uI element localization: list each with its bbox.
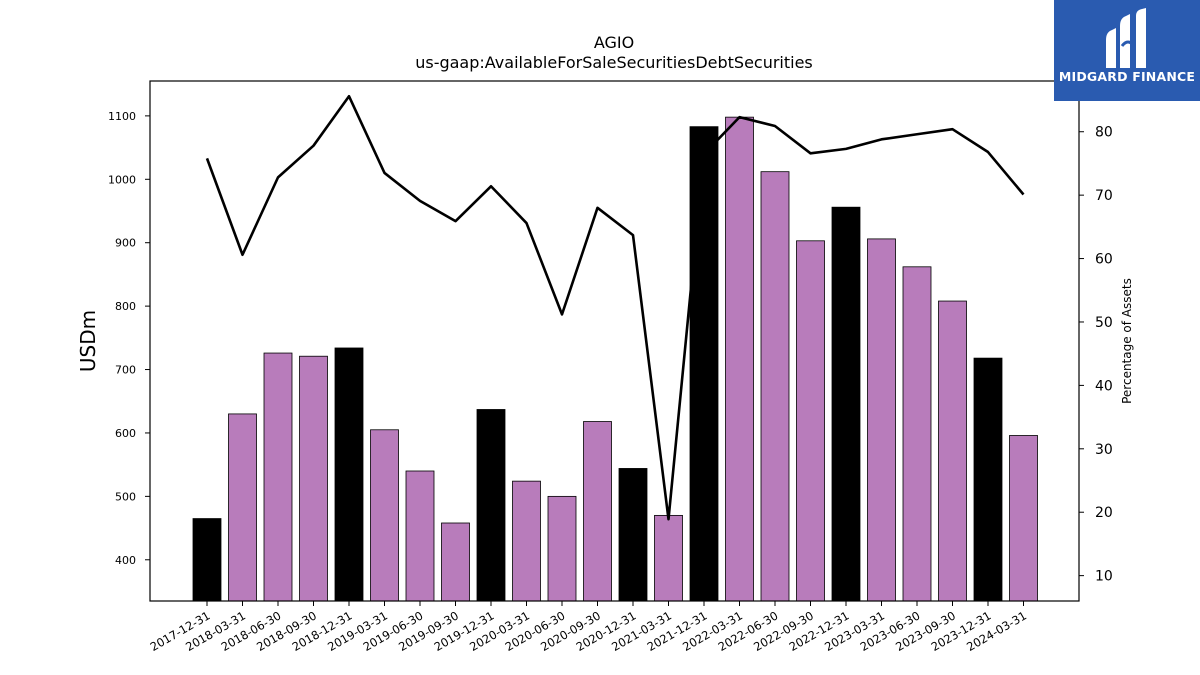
y-tick-label: 800 xyxy=(115,300,136,313)
y-axis-label: USDm xyxy=(76,310,100,372)
bar-2020-09-30 xyxy=(583,421,612,602)
y-tick-label: 400 xyxy=(115,554,136,567)
bar-2022-06-30 xyxy=(760,171,790,602)
logo-text: MIDGARD FINANCE xyxy=(1058,69,1196,84)
bar-2019-06-30 xyxy=(405,470,435,602)
bar-2022-09-30 xyxy=(796,240,825,602)
y-tick-label: 1100 xyxy=(108,110,136,123)
bar-2018-09-30 xyxy=(299,355,328,602)
bar-2019-03-31 xyxy=(370,429,399,602)
y-tick-label: 500 xyxy=(115,490,136,503)
bar-2017-12-31 xyxy=(192,518,222,602)
bar-2023-03-31 xyxy=(867,238,896,602)
bar-2023-09-30 xyxy=(938,300,967,602)
y2-tick-label: 10 xyxy=(1095,569,1113,585)
bar-2022-12-31 xyxy=(831,206,861,602)
bar-2020-06-30 xyxy=(547,495,577,602)
y2-axis-label: Percentage of Assets xyxy=(1120,278,1134,404)
bar-2021-03-31 xyxy=(654,514,683,602)
midgard-logo-icon xyxy=(1106,8,1146,68)
bar-2018-06-30 xyxy=(263,352,293,602)
bar-2023-06-30 xyxy=(902,266,932,602)
y2-tick-label: 40 xyxy=(1095,378,1113,394)
plot-frame xyxy=(149,80,1080,602)
chart-title: AGIO xyxy=(594,33,634,52)
y2-tick-label: 60 xyxy=(1095,252,1113,268)
bar-2018-03-31 xyxy=(228,413,257,602)
bar-2019-09-30 xyxy=(441,522,470,602)
y2-tick-label: 50 xyxy=(1095,315,1113,331)
bar-2018-12-31 xyxy=(334,347,364,602)
y2-tick-label: 70 xyxy=(1095,188,1113,204)
bar-2022-03-31 xyxy=(725,116,754,602)
brand-logo: MIDGARD FINANCE xyxy=(1054,0,1200,101)
bar-2021-12-31 xyxy=(689,126,719,602)
chart-subtitle: us-gaap:AvailableForSaleSecuritiesDebtSe… xyxy=(415,53,813,72)
bar-2020-12-31 xyxy=(618,468,648,602)
y2-tick-label: 20 xyxy=(1095,505,1113,521)
y2-tick-label: 30 xyxy=(1095,442,1113,458)
bar-2019-12-31 xyxy=(476,409,506,602)
bar-2020-03-31 xyxy=(512,480,541,602)
y2-tick-label: 80 xyxy=(1095,125,1113,141)
bar-2023-12-31 xyxy=(973,357,1003,602)
y-tick-label: 900 xyxy=(115,237,136,250)
bar-2024-03-31 xyxy=(1009,435,1038,602)
y-tick-label: 700 xyxy=(115,364,136,377)
y-tick-label: 600 xyxy=(115,427,136,440)
y-tick-label: 1000 xyxy=(108,173,136,186)
percentage-line xyxy=(205,94,1025,521)
